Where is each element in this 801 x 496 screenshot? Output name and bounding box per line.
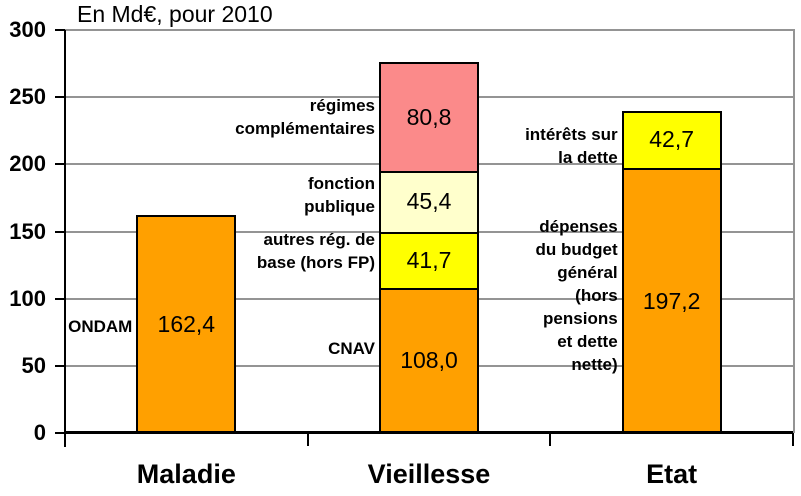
category-label-vieillesse: Vieillesse <box>367 459 491 489</box>
annotation-interets-sur-la-dette: intérêts sur la dette <box>525 123 618 169</box>
value-label-cnav: 108,0 <box>400 347 458 374</box>
value-label-autres-regimes-de-base: 41,7 <box>406 246 452 273</box>
bar-segment-ondam <box>136 214 237 433</box>
y-axis-line <box>64 30 66 447</box>
annotation-line: intérêts sur <box>525 125 618 145</box>
annotation-line: général <box>557 263 618 283</box>
x-axis-tick <box>549 433 552 446</box>
bar-segment-autres-regimes-de-base <box>379 231 479 288</box>
category-label-etat: Etat <box>646 459 698 489</box>
y-axis-tick <box>55 297 65 300</box>
chart-title: En Md€, pour 2010 <box>77 1 273 27</box>
annotation-depenses-budget-general: dépenses du budget général (hors pensions et … <box>536 215 618 376</box>
x-axis-line <box>65 431 793 434</box>
y-axis-tick <box>55 230 65 233</box>
bar-segment-cnav <box>379 287 479 433</box>
plot-border-right <box>793 30 795 433</box>
y-axis-tick <box>55 96 65 99</box>
annotation-line: base (hors FP) <box>256 252 375 272</box>
annotation-line: publique <box>304 197 375 217</box>
value-label-interets-sur-la-dette: 42,7 <box>649 126 695 153</box>
y-tick-label: 0 <box>33 420 46 445</box>
value-label-regimes-complementaires: 80,8 <box>406 103 452 130</box>
y-axis-tick <box>55 29 65 31</box>
annotation-line: dépenses <box>539 217 618 237</box>
y-tick-label: 250 <box>9 84 46 110</box>
y-axis-tick <box>55 163 65 166</box>
y-tick-label: 100 <box>9 285 46 311</box>
bar-segment-regimes-complementaires <box>379 62 479 171</box>
annotation-fonction-publique: fonction publique <box>304 172 375 218</box>
value-label-fonction-publique: 45,4 <box>406 188 452 215</box>
annotation-line: CNAV <box>328 338 375 358</box>
annotation-autres-regimes-de-base: autres rég. de base (hors FP) <box>257 228 375 274</box>
value-label-ondam: 162,4 <box>157 310 216 337</box>
annotation-cnav: CNAV <box>328 337 375 360</box>
annotation-ondam: ONDAM <box>68 315 132 338</box>
y-tick-label: 50 <box>21 352 46 378</box>
annotation-line: autres rég. de <box>263 229 376 249</box>
annotation-line: pensions <box>543 309 618 329</box>
annotation-regimes-complementaires: régimes complémentaires <box>235 94 375 140</box>
category-label-maladie: Maladie <box>136 459 236 489</box>
x-axis-tick <box>64 433 66 446</box>
annotation-line: nette) <box>571 355 618 375</box>
plot-border-top <box>65 29 795 31</box>
x-axis-tick <box>306 433 309 446</box>
annotation-line: du budget <box>535 240 618 260</box>
bar-segment-depenses-budget-general <box>621 168 722 433</box>
annotation-line: fonction <box>307 174 375 194</box>
annotation-line: complémentaires <box>235 118 375 138</box>
bar-segment-fonction-publique <box>379 170 479 232</box>
y-tick-label: 300 <box>9 17 46 42</box>
annotation-line: ONDAM <box>68 317 133 337</box>
y-tick-label: 150 <box>9 218 46 244</box>
annotation-line: régimes <box>309 95 375 115</box>
annotation-line: la dette <box>558 148 618 168</box>
value-label-depenses-budget-general: 197,2 <box>642 287 701 314</box>
annotation-line: (hors <box>575 286 618 306</box>
bar-segment-interets-sur-la-dette <box>621 110 722 169</box>
annotation-line: et dette <box>557 332 618 352</box>
y-axis-tick <box>55 364 65 367</box>
y-tick-label: 200 <box>9 151 46 177</box>
x-axis-tick <box>792 433 794 446</box>
y-axis-tick <box>55 432 65 434</box>
